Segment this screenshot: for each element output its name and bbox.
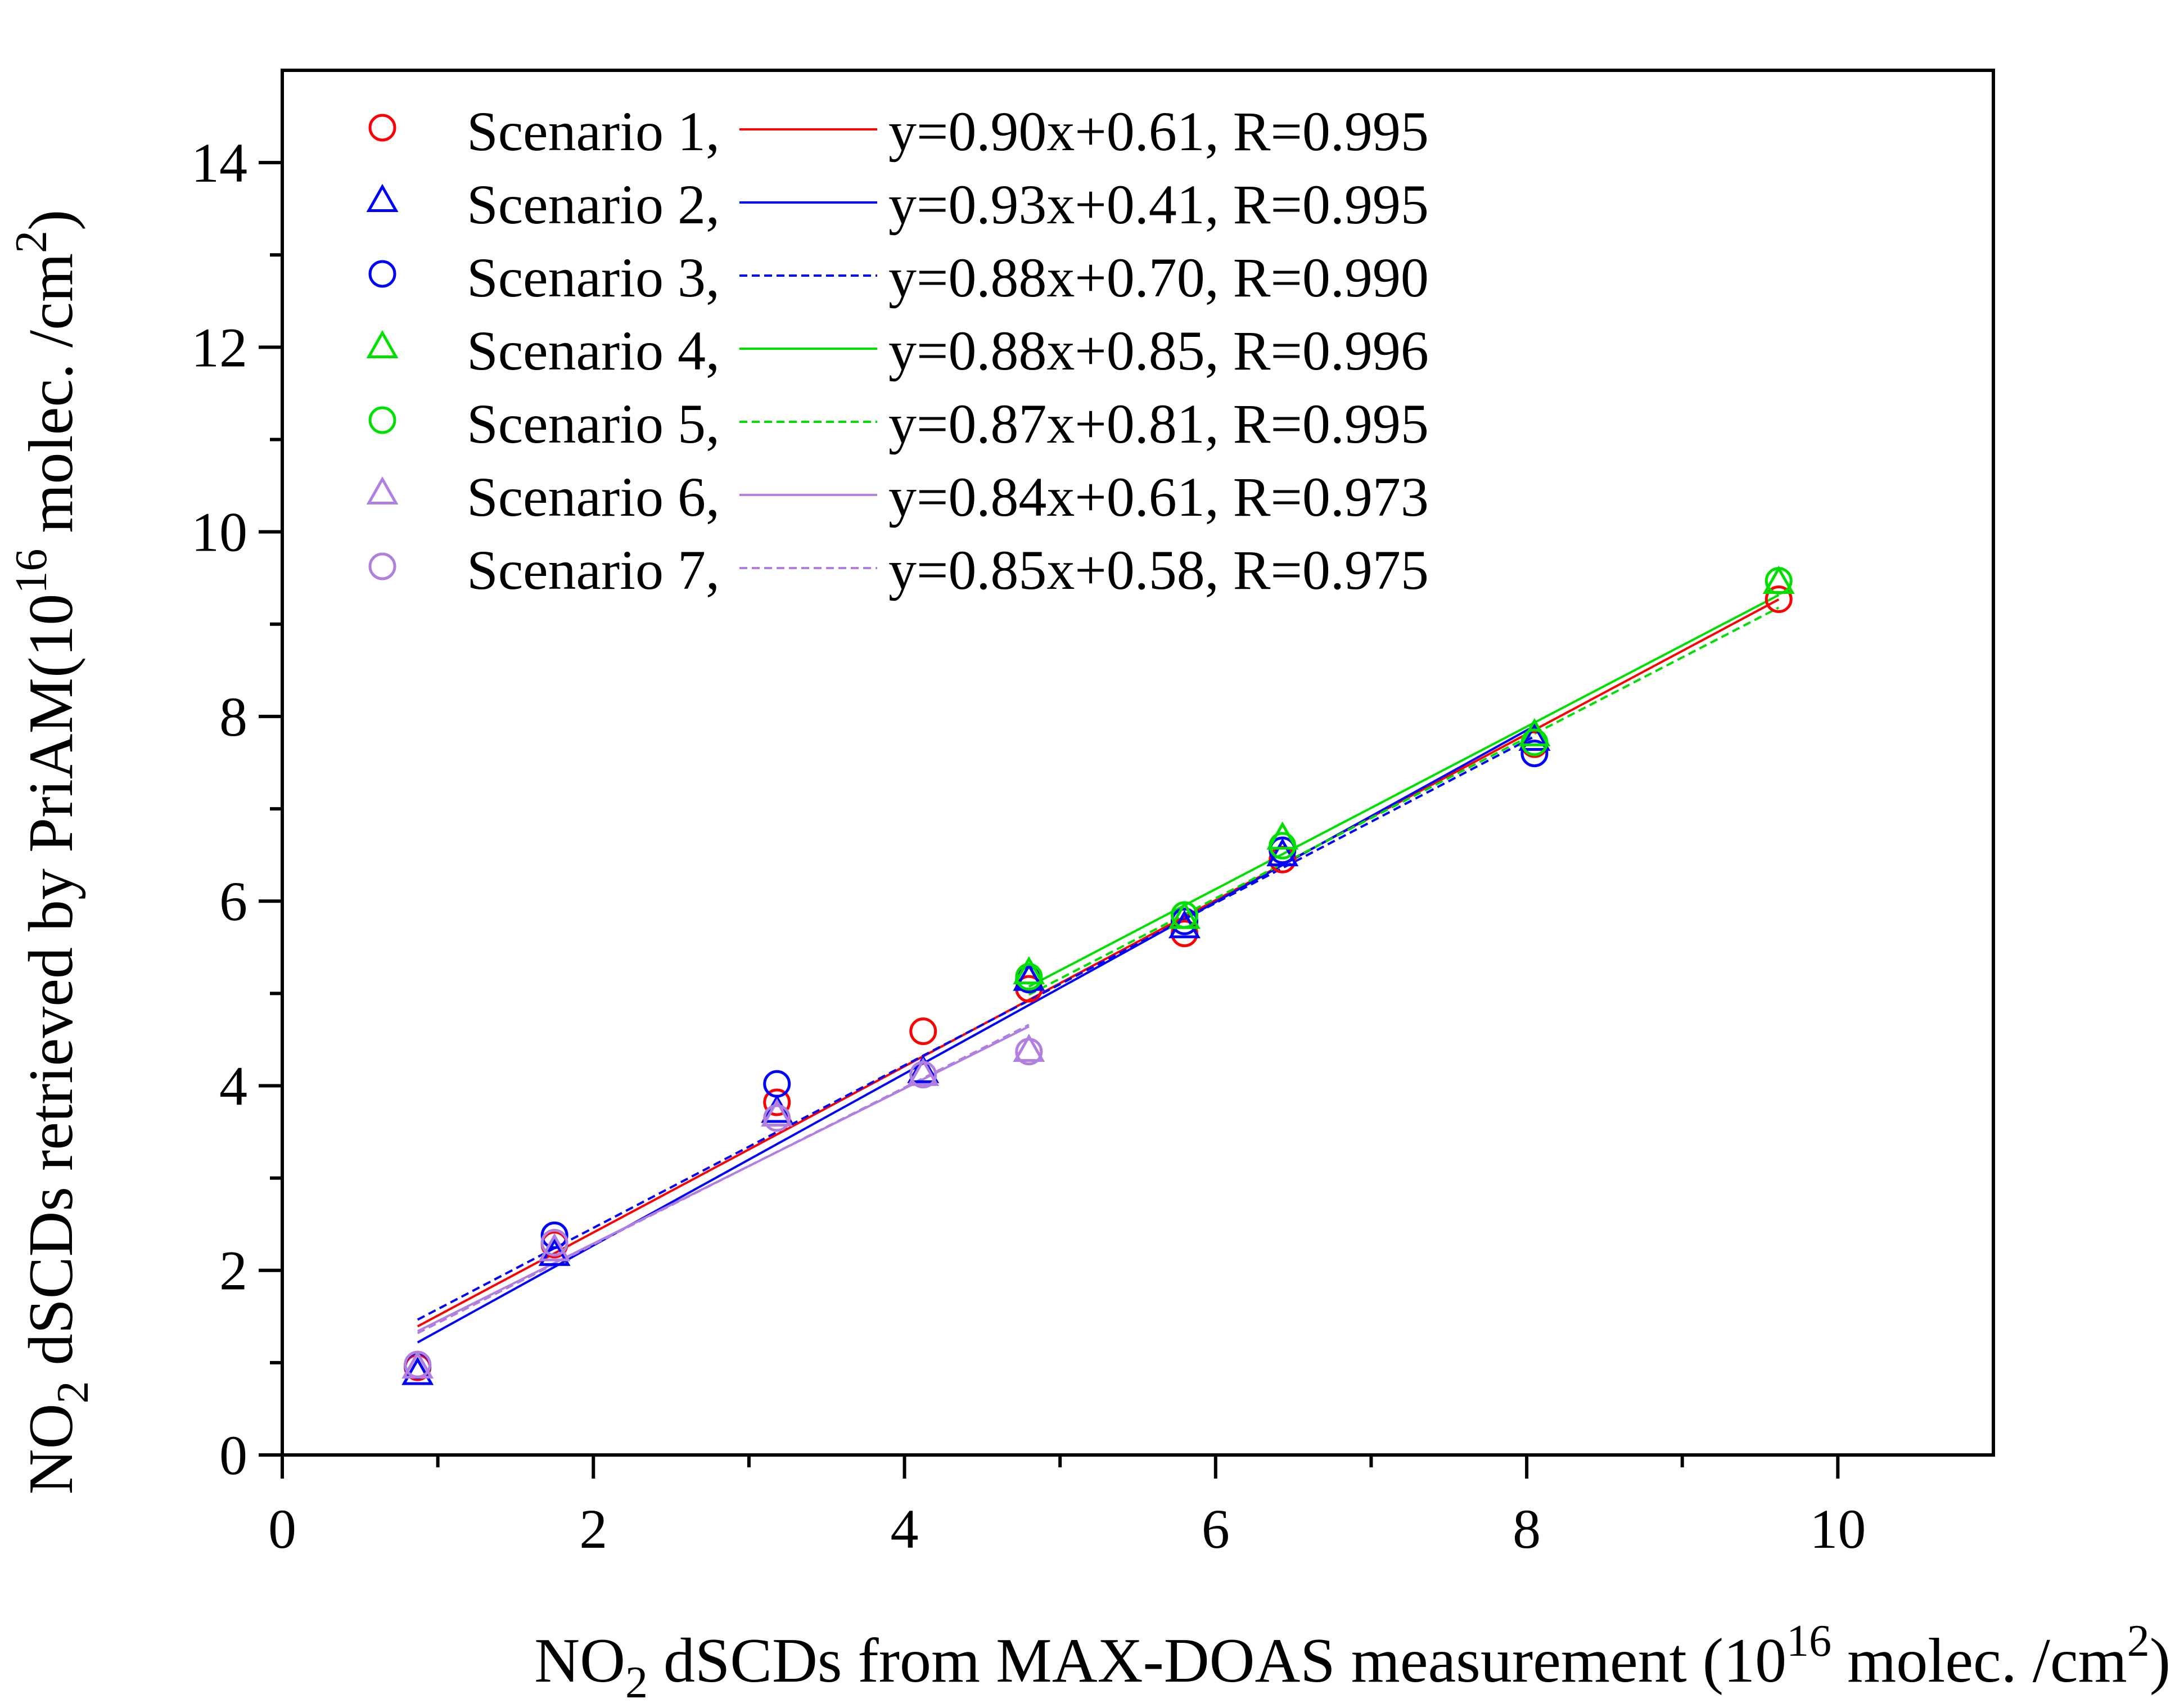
- y-tick-label: 8: [219, 686, 247, 748]
- y-tick-label: 14: [191, 132, 247, 194]
- fit-line-scenario-7: [417, 1024, 1030, 1335]
- legend-marker-scenario-2: [366, 183, 399, 213]
- legend-marker-scenario-3: [368, 260, 396, 288]
- x-tick-label: 10: [1810, 1498, 1866, 1560]
- legend-marker-scenario-4: [366, 330, 399, 359]
- legend-label-scenario-6: Scenario 6,: [467, 466, 720, 528]
- legend-fit-equation-scenario-6: y=0.84x+0.61, R=0.973: [888, 466, 1429, 528]
- legend-fit-equation-scenario-1: y=0.90x+0.61, R=0.995: [888, 100, 1429, 163]
- data-point-scenario-1: [1765, 585, 1793, 613]
- y-tick-label: 12: [191, 316, 247, 379]
- data-point-scenario-2: [1266, 837, 1299, 867]
- data-point-scenario-6: [761, 1098, 793, 1127]
- fit-line-scenario-5: [1028, 606, 1780, 996]
- axis-ticks: 0 2 4 6 8 10 0 2 4 6 8 10 12 14: [191, 132, 1866, 1560]
- y-tick-label: 6: [219, 870, 247, 932]
- data-point-scenario-2: [761, 1094, 793, 1123]
- legend-marker-scenario-1: [368, 114, 396, 142]
- data-point-scenario-5: [1520, 728, 1549, 756]
- x-tick-label: 4: [891, 1498, 919, 1560]
- x-tick-label: 2: [579, 1498, 607, 1560]
- legend: Scenario 1, y=0.90x+0.61, R=0.995 Scenario…: [366, 100, 1429, 601]
- legend-fit-equation-scenario-4: y=0.88x+0.85, R=0.996: [888, 319, 1429, 382]
- y-tick-label: 10: [191, 501, 247, 564]
- fit-line-scenario-1: [417, 598, 1780, 1328]
- fit-line-scenario-2: [417, 725, 1535, 1344]
- data-point-scenario-5: [1015, 963, 1043, 991]
- legend-label-scenario-3: Scenario 3,: [467, 246, 720, 309]
- legend-label-scenario-2: Scenario 2,: [467, 173, 720, 236]
- data-point-scenario-1: [763, 1088, 791, 1116]
- data-point-scenario-2: [1518, 722, 1551, 751]
- data-point-scenario-7: [404, 1350, 432, 1378]
- data-point-scenario-7: [540, 1228, 568, 1256]
- data-point-scenario-5: [1170, 901, 1198, 929]
- legend-fit-equation-scenario-7: y=0.85x+0.58, R=0.975: [888, 539, 1429, 601]
- legend-marker-scenario-5: [368, 406, 396, 434]
- fit-line-scenario-4: [1028, 594, 1780, 988]
- y-tick-label: 2: [219, 1240, 247, 1302]
- x-axis-label: NO2 dSCDs from MAX-DOAS measurement (101…: [534, 1616, 2171, 1703]
- legend-label-scenario-4: Scenario 4,: [467, 319, 720, 382]
- plot-frame: [281, 69, 1995, 1457]
- legend-fit-equation-scenario-2: y=0.93x+0.41, R=0.995: [888, 173, 1429, 236]
- y-tick-label: 0: [219, 1424, 247, 1486]
- data-point-scenario-7: [909, 1061, 937, 1089]
- data-point-scenario-3: [1520, 740, 1549, 768]
- data-point-scenario-7: [763, 1104, 791, 1132]
- data-point-scenario-7: [1015, 1038, 1043, 1066]
- legend-label-scenario-7: Scenario 7,: [467, 539, 720, 601]
- legend-marker-scenario-6: [366, 476, 399, 505]
- data-point-scenario-5: [1765, 567, 1793, 595]
- data-point-scenario-5: [1269, 832, 1297, 860]
- data-point-scenario-6: [907, 1057, 940, 1086]
- y-axis-label: NO2 dSCDs retrieved by PriAM(1016 molec.…: [7, 210, 98, 1495]
- data-point-scenario-3: [540, 1221, 568, 1249]
- data-point-scenario-4: [1013, 956, 1045, 985]
- x-tick-label: 6: [1202, 1498, 1230, 1560]
- y-tick-label: 4: [219, 1055, 247, 1117]
- data-point-scenario-2: [401, 1357, 434, 1385]
- legend-label-scenario-1: Scenario 1,: [467, 100, 720, 163]
- legend-fit-equation-scenario-3: y=0.88x+0.70, R=0.990: [888, 246, 1429, 309]
- data-point-scenario-6: [1013, 1033, 1045, 1062]
- data-point-scenario-6: [538, 1233, 571, 1262]
- legend-label-scenario-5: Scenario 5,: [467, 393, 720, 455]
- data-point-scenario-3: [1170, 907, 1198, 935]
- legend-marker-scenario-7: [368, 552, 396, 580]
- markers: [401, 565, 1795, 1385]
- data-point-scenario-1: [909, 1017, 937, 1046]
- x-tick-label: 8: [1513, 1498, 1541, 1560]
- data-point-scenario-3: [763, 1070, 791, 1098]
- fit-lines: [417, 594, 1780, 1344]
- legend-fit-equation-scenario-5: y=0.87x+0.81, R=0.995: [888, 393, 1429, 455]
- x-tick-label: 0: [268, 1498, 296, 1560]
